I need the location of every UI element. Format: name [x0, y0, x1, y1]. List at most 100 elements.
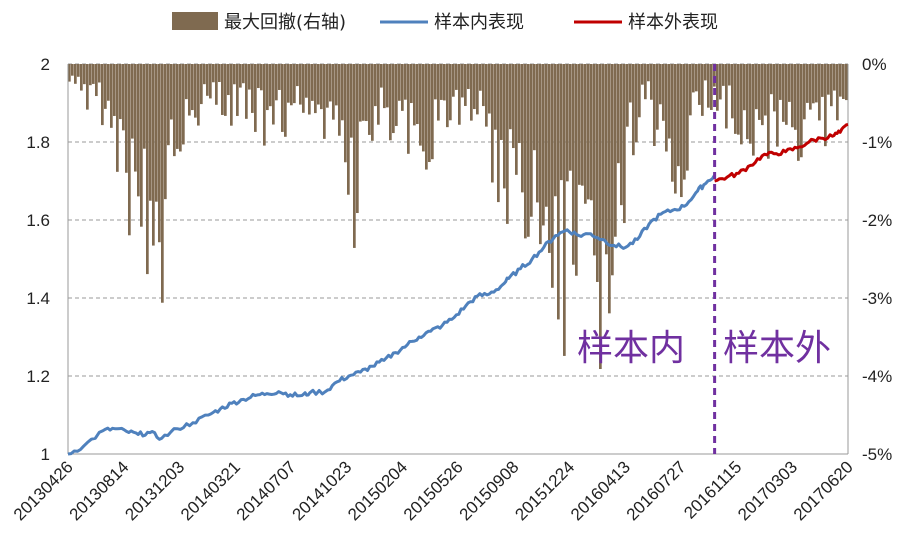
legend-label-in-sample: 样本内表现 — [434, 12, 524, 33]
drawdown-bar — [596, 64, 599, 282]
drawdown-bar — [86, 64, 89, 110]
drawdown-bar — [209, 64, 212, 99]
drawdown-bar — [305, 64, 308, 98]
drawdown-bar — [395, 64, 398, 126]
drawdown-bar — [818, 64, 821, 121]
drawdown-bar — [242, 64, 245, 84]
drawdown-bar — [146, 64, 149, 275]
drawdown-bar — [446, 64, 449, 128]
drawdown-bar — [698, 64, 701, 105]
drawdown-bar — [470, 64, 473, 121]
drawdown-bar — [161, 64, 164, 303]
drawdown-bar — [383, 64, 386, 109]
drawdown-bar — [236, 64, 239, 116]
x-tick-8: 20150908 — [456, 457, 523, 524]
drawdown-bar — [764, 64, 767, 116]
drawdown-bar — [140, 64, 143, 227]
drawdown-bar — [275, 64, 278, 101]
drawdown-bar — [755, 64, 758, 110]
drawdown-bar — [707, 64, 710, 108]
drawdown-bar — [602, 64, 605, 241]
drawdown-bar — [401, 64, 404, 111]
drawdown-bar — [149, 64, 152, 201]
drawdown-bar — [626, 64, 629, 127]
drawdown-bar — [827, 64, 830, 95]
drawdown-bar — [491, 64, 494, 183]
right-tick-3: -3% — [862, 289, 892, 308]
drawdown-bar — [188, 64, 191, 116]
drawdown-bar — [536, 64, 539, 203]
drawdown-bar — [272, 64, 275, 125]
drawdown-bar — [413, 64, 416, 126]
drawdown-bar — [251, 64, 254, 113]
drawdown-bar — [374, 64, 377, 107]
drawdown-bar — [524, 64, 527, 239]
drawdown-bar — [338, 64, 341, 136]
drawdown-bar — [647, 64, 650, 82]
x-tick-13: 20170303 — [734, 457, 801, 524]
drawdown-bar — [761, 64, 764, 126]
drawdown-bar — [713, 64, 716, 87]
drawdown-bar — [728, 64, 731, 86]
drawdown-bar — [125, 64, 128, 173]
drawdown-bar — [815, 64, 818, 103]
drawdown-bar — [344, 64, 347, 163]
drawdown-bar — [593, 64, 596, 256]
drawdown-bar — [389, 64, 392, 141]
legend-label-drawdown: 最大回撤(右轴) — [224, 12, 346, 33]
drawdown-bar — [518, 64, 521, 144]
drawdown-bar — [674, 64, 677, 194]
drawdown-bar — [233, 64, 236, 85]
left-tick-0: 1 — [41, 445, 50, 464]
drawdown-bar — [776, 64, 779, 147]
drawdown-bar — [539, 64, 542, 245]
drawdown-bar — [512, 64, 515, 149]
drawdown-bar — [497, 64, 500, 203]
x-tick-3: 20140321 — [177, 457, 244, 524]
drawdown-bar — [299, 64, 302, 105]
drawdown-bar — [452, 64, 455, 97]
drawdown-bar — [191, 64, 194, 111]
x-tick-9: 20151224 — [511, 457, 578, 524]
drawdown-bar — [767, 64, 770, 159]
right-tick-2: -2% — [862, 211, 892, 230]
drawdown-bar — [248, 64, 251, 90]
drawdown-bar — [419, 64, 422, 146]
drawdown-bar — [650, 64, 653, 100]
drawdown-bar — [290, 64, 293, 106]
drawdown-bar — [752, 64, 755, 156]
drawdown-bar — [320, 64, 323, 110]
left-tick-1: 1.2 — [26, 367, 50, 386]
right-tick-4: -4% — [862, 367, 892, 386]
drawdown-bar — [278, 64, 281, 90]
drawdown-bar — [692, 64, 695, 93]
drawdown-bar — [263, 64, 266, 146]
drawdown-bar — [122, 64, 125, 131]
drawdown-bar — [683, 64, 686, 180]
drawdown-bar — [92, 64, 95, 84]
drawdown-bar — [572, 64, 575, 265]
drawdown-bar — [584, 64, 587, 204]
drawdown-bar — [212, 64, 215, 83]
drawdown-bar — [527, 64, 530, 237]
drawdown-bar — [734, 64, 737, 134]
drawdown-bar — [230, 64, 233, 126]
drawdown-bar — [107, 64, 110, 101]
drawdown-bar — [794, 64, 797, 130]
drawdown-bar — [80, 64, 83, 91]
drawdown-bar — [365, 64, 368, 122]
drawdown-bar — [791, 64, 794, 128]
drawdown-bar — [695, 64, 698, 92]
x-tick-14: 20170620 — [790, 457, 857, 524]
drawdown-bar — [671, 64, 674, 182]
left-tick-2: 1.4 — [26, 289, 50, 308]
drawdown-bar — [473, 64, 476, 110]
drawdown-bar — [77, 64, 80, 77]
drawdown-bar — [800, 64, 803, 158]
drawdown-bar — [449, 64, 452, 121]
drawdown-bar — [506, 64, 509, 224]
drawdown-bar — [638, 64, 641, 118]
legend-swatch-drawdown — [172, 12, 218, 30]
drawdown-bar — [479, 64, 482, 91]
